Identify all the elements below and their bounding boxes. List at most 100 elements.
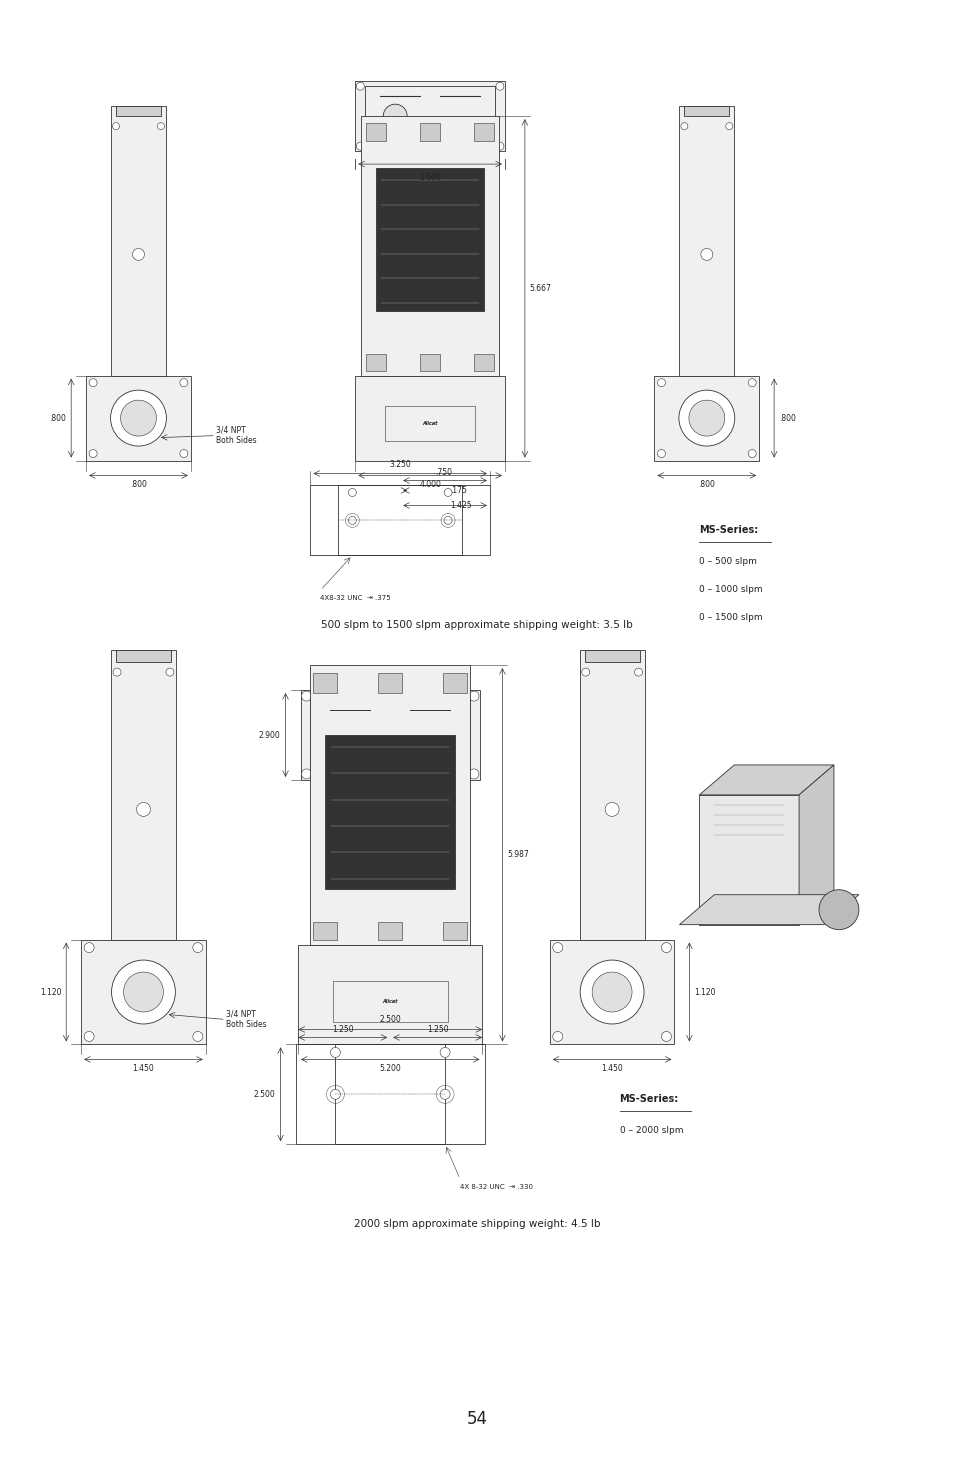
Text: 1.120: 1.120 xyxy=(694,988,715,997)
Text: .800: .800 xyxy=(130,481,147,490)
Bar xyxy=(378,922,402,940)
Text: 1.425: 1.425 xyxy=(450,502,471,510)
Circle shape xyxy=(657,450,665,457)
Circle shape xyxy=(348,516,356,525)
Text: 2.900: 2.900 xyxy=(258,730,280,739)
Circle shape xyxy=(84,943,94,953)
Text: 2.500: 2.500 xyxy=(253,1090,275,1099)
Text: 5.987: 5.987 xyxy=(507,850,529,860)
Text: 500 slpm to 1500 slpm approximate shipping weight: 3.5 lb: 500 slpm to 1500 slpm approximate shippi… xyxy=(321,620,632,630)
Bar xyxy=(679,106,734,376)
Text: 5.200: 5.200 xyxy=(379,1065,400,1074)
Bar xyxy=(111,650,175,940)
Circle shape xyxy=(660,1031,671,1041)
Bar xyxy=(310,665,470,944)
Circle shape xyxy=(301,768,312,779)
Circle shape xyxy=(120,400,156,437)
Bar xyxy=(474,354,494,370)
Circle shape xyxy=(469,768,478,779)
Bar xyxy=(365,86,495,146)
Circle shape xyxy=(356,142,364,150)
Circle shape xyxy=(348,488,356,497)
Circle shape xyxy=(496,142,503,150)
Text: 5.667: 5.667 xyxy=(529,283,551,294)
Circle shape xyxy=(112,960,175,1024)
Text: 2000 slpm approximate shipping weight: 4.5 lb: 2000 slpm approximate shipping weight: 4… xyxy=(354,1220,599,1229)
Text: 1.250: 1.250 xyxy=(332,1025,354,1034)
Circle shape xyxy=(84,1031,94,1041)
Bar xyxy=(378,673,402,693)
Polygon shape xyxy=(699,795,799,925)
Bar xyxy=(116,106,161,117)
Bar xyxy=(116,650,171,662)
Bar xyxy=(335,1044,445,1145)
Text: 0 – 500 slpm: 0 – 500 slpm xyxy=(699,558,757,566)
Text: 4.000: 4.000 xyxy=(418,481,440,490)
Bar xyxy=(310,696,470,774)
Circle shape xyxy=(700,248,712,261)
Text: .800: .800 xyxy=(698,481,715,490)
Text: 1.450: 1.450 xyxy=(132,1065,154,1074)
Bar xyxy=(579,650,644,940)
Bar xyxy=(366,354,386,370)
Circle shape xyxy=(747,450,756,457)
Circle shape xyxy=(136,802,151,816)
Bar xyxy=(584,650,639,662)
Text: 0 – 1000 slpm: 0 – 1000 slpm xyxy=(699,586,762,594)
Circle shape xyxy=(111,391,166,445)
Text: 1.450: 1.450 xyxy=(600,1065,622,1074)
Text: 1.250: 1.250 xyxy=(426,1025,448,1034)
Circle shape xyxy=(604,802,618,816)
Text: Alicat: Alicat xyxy=(382,999,397,1004)
Circle shape xyxy=(469,692,478,701)
Text: 3/4 NPT
Both Sides: 3/4 NPT Both Sides xyxy=(215,426,256,445)
Circle shape xyxy=(725,122,732,130)
Circle shape xyxy=(193,943,203,953)
Circle shape xyxy=(348,723,372,746)
Circle shape xyxy=(356,83,364,90)
Circle shape xyxy=(166,668,173,676)
Circle shape xyxy=(113,668,121,676)
Bar xyxy=(295,1044,484,1145)
Circle shape xyxy=(657,379,665,386)
Text: .800: .800 xyxy=(779,413,795,423)
Bar xyxy=(654,376,759,460)
Circle shape xyxy=(818,889,858,929)
Bar xyxy=(325,735,455,889)
Bar xyxy=(314,922,337,940)
Bar xyxy=(375,168,483,311)
Circle shape xyxy=(330,1047,340,1058)
Text: MS-Series:: MS-Series: xyxy=(618,1094,679,1105)
Text: 3.250: 3.250 xyxy=(389,460,411,469)
Bar xyxy=(300,690,479,780)
Circle shape xyxy=(660,943,671,953)
Circle shape xyxy=(552,1031,562,1041)
Text: .800: .800 xyxy=(50,413,66,423)
Circle shape xyxy=(579,960,643,1024)
Bar xyxy=(81,940,206,1044)
Circle shape xyxy=(330,1090,340,1099)
Circle shape xyxy=(123,972,163,1012)
Circle shape xyxy=(439,1047,450,1058)
Circle shape xyxy=(112,122,119,130)
Bar xyxy=(442,673,467,693)
Circle shape xyxy=(444,516,452,525)
Text: 0 – 1500 slpm: 0 – 1500 slpm xyxy=(699,614,762,622)
Circle shape xyxy=(383,105,407,128)
Text: 4X 8-32 UNC  ⇥ .330: 4X 8-32 UNC ⇥ .330 xyxy=(459,1184,533,1190)
Polygon shape xyxy=(799,766,833,925)
Circle shape xyxy=(688,400,724,437)
Circle shape xyxy=(132,248,144,261)
Bar xyxy=(111,106,166,376)
Bar xyxy=(419,354,439,370)
Text: 54: 54 xyxy=(466,1410,487,1428)
Bar xyxy=(385,406,475,441)
Bar xyxy=(474,122,494,142)
Bar xyxy=(333,981,447,1022)
Text: MS-Series:: MS-Series: xyxy=(699,525,758,535)
Bar xyxy=(86,376,191,460)
Bar xyxy=(442,922,467,940)
Bar xyxy=(361,117,498,376)
Text: 3/4 NPT
Both Sides: 3/4 NPT Both Sides xyxy=(226,1010,266,1030)
Circle shape xyxy=(157,122,164,130)
